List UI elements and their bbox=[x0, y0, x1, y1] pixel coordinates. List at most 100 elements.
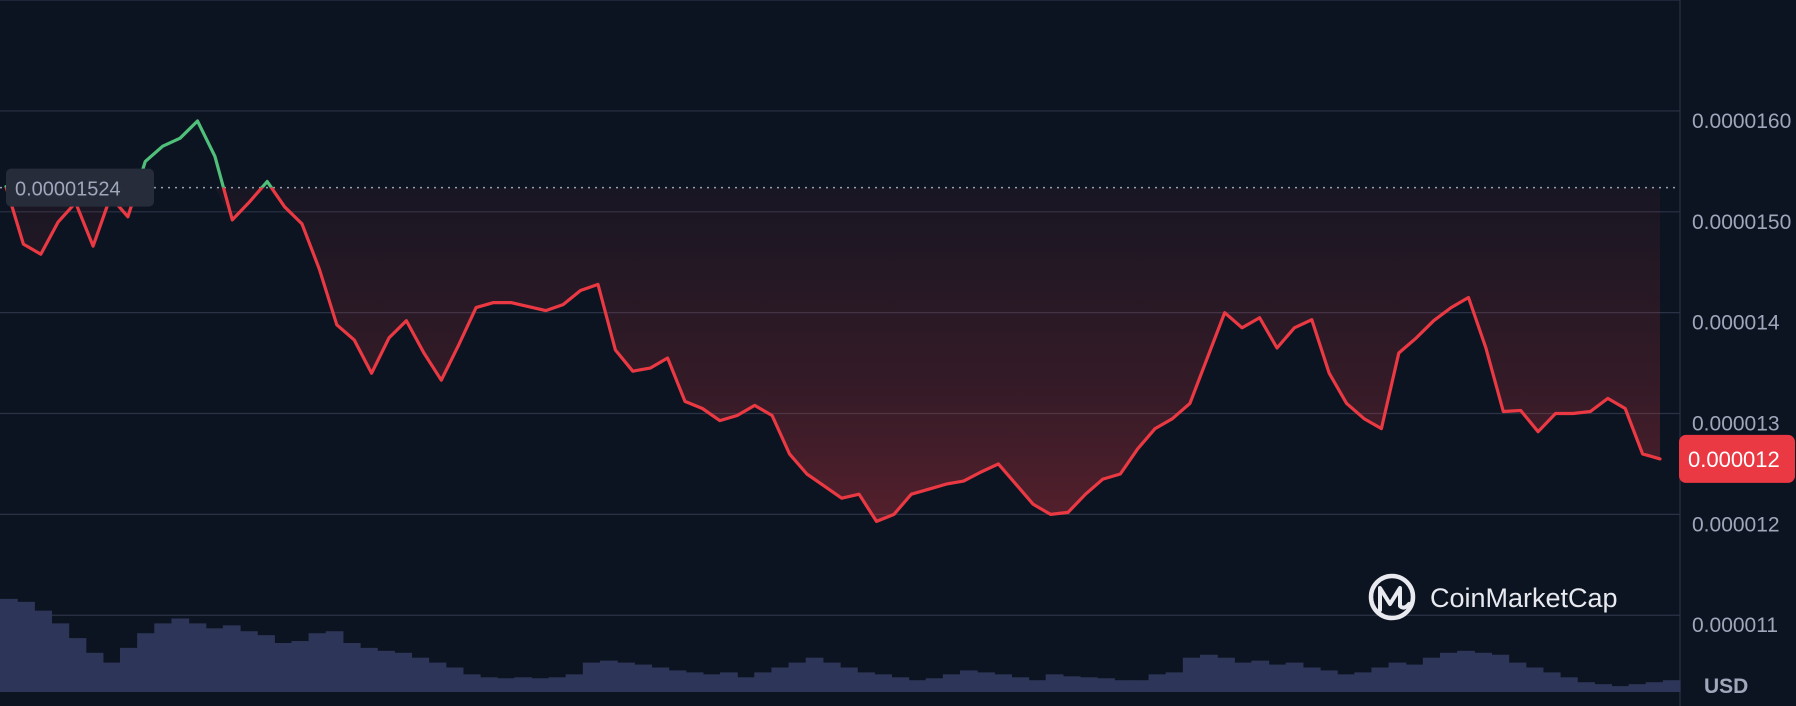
volume-bar bbox=[17, 601, 35, 692]
volume-bar bbox=[685, 672, 704, 692]
volume-bar bbox=[822, 662, 841, 692]
volume-bar bbox=[1217, 657, 1235, 692]
current-price-text: 0.000012 bbox=[1688, 447, 1780, 472]
volume-bar bbox=[274, 643, 293, 692]
volume-bar bbox=[445, 667, 464, 692]
volume-bar bbox=[805, 657, 824, 692]
volume-bar bbox=[668, 670, 687, 692]
volume-bar bbox=[651, 667, 670, 692]
volume-bar bbox=[1131, 680, 1150, 692]
volume-bar bbox=[548, 677, 567, 692]
volume-bar bbox=[1182, 657, 1201, 692]
volume-bar bbox=[342, 643, 361, 692]
price-line-down bbox=[4, 187, 1662, 523]
volume-bar bbox=[171, 618, 190, 692]
volume-bar bbox=[1285, 662, 1304, 692]
price-area-fill bbox=[6, 187, 1660, 522]
volume-bar bbox=[137, 633, 155, 692]
volume-bar bbox=[1337, 674, 1355, 692]
volume-bar bbox=[582, 662, 601, 692]
volume-bar bbox=[188, 623, 207, 692]
volume-bar bbox=[497, 678, 515, 692]
volume-bar bbox=[1148, 674, 1167, 692]
volume-bar bbox=[908, 680, 927, 692]
volume-bar bbox=[1405, 664, 1424, 692]
volume-bar bbox=[1354, 672, 1373, 692]
volume-bar bbox=[360, 647, 378, 692]
volume-bar bbox=[34, 610, 53, 692]
volume-bar bbox=[634, 664, 653, 692]
currency-label: USD bbox=[1704, 675, 1748, 698]
volume-bar bbox=[994, 674, 1013, 692]
volume-bar bbox=[205, 628, 224, 692]
volume-bar bbox=[925, 678, 944, 692]
volume-bar bbox=[257, 635, 275, 692]
volume-bar bbox=[874, 674, 893, 692]
current-price-badge: 0.000012 bbox=[1679, 434, 1795, 483]
volume-bar bbox=[377, 650, 395, 692]
volume-bar bbox=[1114, 680, 1133, 692]
volume-bar bbox=[720, 672, 738, 692]
volume-bar bbox=[737, 677, 755, 692]
volume-bar bbox=[1302, 667, 1321, 692]
y-tick-label: 0.000014 bbox=[1692, 312, 1780, 335]
y-tick-label: 0.000013 bbox=[1692, 413, 1780, 436]
volume-bar bbox=[1440, 652, 1458, 692]
volume-bar bbox=[1611, 686, 1630, 692]
volume-bar bbox=[1371, 667, 1390, 692]
coinmarketcap-logo: CoinMarketCap bbox=[1368, 573, 1618, 621]
volume-bar bbox=[480, 677, 498, 692]
volume-bar bbox=[68, 638, 87, 692]
volume-bar bbox=[1200, 654, 1218, 692]
volume-bar bbox=[1542, 672, 1561, 692]
volume-bar bbox=[1662, 680, 1681, 692]
volume-bar bbox=[1594, 684, 1613, 692]
volume-bar bbox=[291, 641, 310, 692]
volume-bar bbox=[702, 674, 721, 692]
volume-bar bbox=[754, 672, 773, 692]
volume-bar bbox=[857, 672, 875, 692]
volume-bar bbox=[394, 652, 413, 692]
volume-bar bbox=[1045, 674, 1064, 692]
y-tick-label: 0.000011 bbox=[1692, 614, 1778, 637]
reference-price-label: 0.00001524 bbox=[6, 168, 154, 207]
volume-bar bbox=[462, 674, 481, 692]
volume-bar bbox=[1062, 676, 1081, 692]
volume-bar bbox=[840, 667, 858, 692]
volume-bar bbox=[308, 633, 327, 692]
y-tick-label: 0.0000150 bbox=[1692, 211, 1791, 234]
volume-bar bbox=[1577, 682, 1595, 692]
volume-bar bbox=[102, 662, 121, 692]
brand-name: CoinMarketCap bbox=[1430, 583, 1618, 613]
volume-bar bbox=[514, 677, 533, 692]
volume-bar bbox=[1028, 680, 1047, 692]
volume-bar bbox=[1097, 678, 1115, 692]
volume-bar bbox=[788, 662, 807, 692]
volume-bar bbox=[51, 623, 70, 692]
coinmarketcap-icon bbox=[1368, 573, 1416, 621]
volume-bar bbox=[1251, 660, 1270, 692]
volume-bar bbox=[1268, 664, 1287, 692]
volume-bar bbox=[1525, 667, 1544, 692]
volume-bars bbox=[0, 598, 1681, 692]
volume-bar bbox=[1320, 670, 1338, 692]
volume-bar bbox=[891, 677, 910, 692]
volume-bar bbox=[617, 662, 635, 692]
volume-bar bbox=[325, 631, 344, 692]
volume-bar bbox=[1080, 677, 1098, 692]
volume-bar bbox=[222, 625, 241, 692]
volume-bar bbox=[1011, 677, 1030, 692]
volume-bar bbox=[531, 678, 550, 692]
volume-bar bbox=[960, 670, 978, 692]
volume-bar bbox=[240, 631, 258, 692]
volume-bar bbox=[771, 667, 790, 692]
volume-bar bbox=[1560, 677, 1578, 692]
volume-bar bbox=[565, 674, 584, 692]
volume-bar bbox=[428, 662, 447, 692]
volume-bar bbox=[0, 598, 18, 692]
volume-bar bbox=[1508, 662, 1527, 692]
volume-bar bbox=[600, 660, 618, 692]
reference-price-text: 0.00001524 bbox=[15, 179, 121, 201]
volume-bar bbox=[411, 657, 430, 692]
